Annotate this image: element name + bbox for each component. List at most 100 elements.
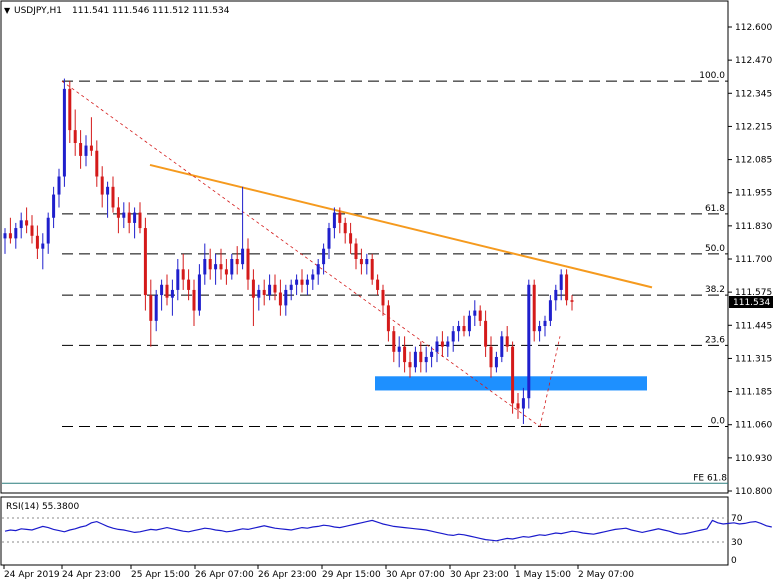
candle <box>408 351 412 378</box>
candle <box>192 279 196 327</box>
candle <box>516 393 520 419</box>
candle <box>338 207 342 234</box>
time-tick-label: 29 Apr 15:00 <box>322 570 381 580</box>
rsi-indicator: 70 30 0 <box>2 514 772 566</box>
candle <box>359 248 363 275</box>
candle <box>133 207 137 239</box>
candle <box>440 331 444 357</box>
chart-drawings <box>61 80 653 427</box>
rsi-level-label: 0 <box>731 556 737 566</box>
price-tick-label: 111.955 <box>735 189 772 199</box>
candle <box>219 248 223 280</box>
candle <box>154 289 158 332</box>
candle <box>241 186 245 270</box>
candle <box>262 279 266 306</box>
candle <box>95 140 99 187</box>
candle <box>127 202 131 234</box>
candle <box>246 238 250 290</box>
current-price-marker: 111.534 <box>729 296 773 308</box>
price-tick-label: 112.470 <box>735 56 772 66</box>
rsi-title: RSI(14) 55.3800 <box>6 502 79 512</box>
price-tick-label: 112.345 <box>735 89 772 99</box>
price-axis: 112.600 112.470 112.345 112.215 112.085 111.9… <box>728 23 772 497</box>
candle <box>251 269 255 327</box>
candle <box>273 274 277 301</box>
candle <box>295 274 299 296</box>
candle <box>343 217 347 244</box>
fibonacci-levels: 100.0 61.8 50.0 38.2 23.6 0.0 FE 61.8 <box>2 71 728 484</box>
fib-level-label: 100.0 <box>699 71 725 81</box>
candle <box>14 222 18 249</box>
candle <box>484 310 488 357</box>
price-tick-label: 111.060 <box>735 421 772 431</box>
rsi-panel <box>0 496 729 566</box>
candle <box>489 336 493 378</box>
candle <box>160 279 164 311</box>
candle <box>370 253 374 285</box>
candle <box>565 269 569 306</box>
candle <box>532 279 536 342</box>
candle <box>511 341 515 414</box>
candle <box>230 253 234 280</box>
candle <box>30 215 34 244</box>
fe-level-label: FE 61.8 <box>693 473 727 483</box>
candle <box>116 197 120 234</box>
candle <box>46 212 50 254</box>
price-tick-label: 112.215 <box>735 122 772 132</box>
candle <box>311 269 315 290</box>
candle <box>316 259 320 285</box>
resistance-trendline <box>149 163 653 289</box>
candle <box>500 331 504 363</box>
candle <box>284 284 288 316</box>
candle <box>527 279 531 409</box>
time-tick-label: 24 Apr 2019 <box>4 570 60 580</box>
time-tick-label: 25 Apr 15:00 <box>131 570 190 580</box>
chart-ohlc: 111.541 111.546 111.512 111.534 <box>72 6 230 16</box>
fib-level-label: 38.2 <box>705 285 725 295</box>
candle <box>122 202 126 229</box>
candle <box>19 212 23 239</box>
price-tick-label: 110.800 <box>735 487 772 497</box>
candle <box>559 269 563 301</box>
candle <box>268 274 272 301</box>
price-tick-label: 111.445 <box>735 321 772 331</box>
candle <box>365 253 369 275</box>
fib-level-label: 0.0 <box>711 417 726 427</box>
candle <box>467 310 471 337</box>
candle <box>424 346 428 373</box>
candlestick-series <box>3 78 574 424</box>
candle <box>548 295 552 327</box>
candle <box>570 295 574 311</box>
time-tick-label: 30 Apr 23:00 <box>450 570 509 580</box>
candle <box>435 336 439 363</box>
candle <box>494 351 498 373</box>
candle <box>143 217 147 311</box>
time-tick-label: 24 Apr 23:00 <box>62 570 121 580</box>
candle <box>554 284 558 311</box>
candle <box>35 225 39 259</box>
candle <box>138 202 142 234</box>
candle <box>79 130 83 169</box>
candle <box>257 284 261 311</box>
candle <box>224 259 228 285</box>
candle <box>322 243 326 275</box>
candle <box>332 207 336 239</box>
chart-symbol: USDJPY,H1 <box>14 6 62 16</box>
candle <box>419 341 423 373</box>
candle <box>397 336 401 368</box>
support-zone <box>375 376 647 391</box>
candle <box>505 326 509 352</box>
candle <box>278 279 282 316</box>
candle <box>73 109 77 156</box>
price-tick-label: 111.315 <box>735 354 772 364</box>
candle <box>57 168 61 208</box>
main-plot-area <box>0 0 729 494</box>
price-tick-label: 112.085 <box>735 156 772 166</box>
candle <box>521 387 525 424</box>
fib-swing-line <box>61 80 541 427</box>
candle <box>3 228 7 254</box>
candle <box>430 346 434 368</box>
price-tick-label: 110.930 <box>735 454 772 464</box>
candle <box>187 269 191 301</box>
